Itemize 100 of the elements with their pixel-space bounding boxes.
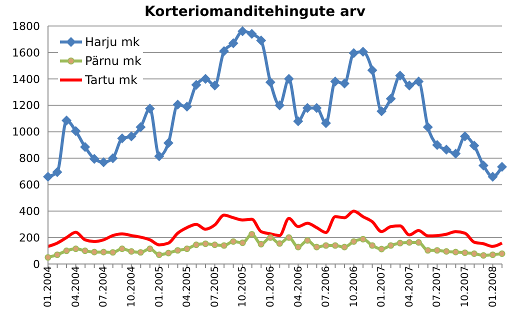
point [126,131,136,142]
point [184,245,190,252]
x-tick-label: 10.2004 [126,266,138,308]
point [376,106,387,116]
point [320,118,331,128]
point [443,248,450,255]
x-tick-label: 07.2005 [210,266,221,308]
y-tick-label: 1800 [12,20,40,33]
chart-title: Korteriomanditehingute arv [144,4,366,20]
point [480,252,487,259]
point [432,140,442,150]
point [368,242,376,249]
point [488,172,498,182]
x-tick-label: 01.2007 [376,266,388,308]
point [339,78,350,89]
point [200,74,211,84]
y-tick-label: 600 [19,178,40,192]
x-tick-label: 04.2005 [182,266,194,308]
point [192,242,200,248]
legend-label: Tartu mk [85,72,138,86]
point [108,153,118,164]
point [146,245,154,252]
point [54,251,61,258]
point [202,240,209,248]
point [478,160,488,170]
point [489,251,496,258]
point [89,154,100,164]
point [267,234,274,241]
x-tick-label: 10.2006 [348,266,360,308]
point [358,46,368,57]
point [498,250,506,257]
point [469,140,480,151]
point [165,250,172,256]
x-tick-label: 01.2005 [154,266,166,308]
point [228,38,238,48]
point [460,131,470,142]
point [424,247,432,254]
point [80,142,90,152]
point [341,244,348,250]
point [450,148,461,159]
point [422,122,433,132]
point [248,230,256,238]
x-tick-label: 10.2005 [238,266,249,308]
point [395,70,406,81]
y-tick-label: 1000 [12,126,40,139]
point [156,251,162,258]
point [284,74,294,84]
x-tick-label: 07.2006 [321,266,332,308]
point [220,242,228,249]
x-tick-label: 01.2006 [265,266,276,308]
point [191,80,202,90]
point [348,48,359,58]
point [154,151,164,162]
point [367,65,378,76]
point [72,245,80,252]
x-tick-label: 04.2007 [404,266,416,308]
point [258,240,264,248]
point [91,248,98,256]
point [304,237,311,244]
point [378,246,385,252]
point [360,236,366,242]
point [332,242,339,249]
point [137,249,144,256]
point [246,28,257,39]
point [302,102,312,113]
point [52,167,62,178]
point [172,100,183,110]
point [128,248,135,255]
point [350,238,358,245]
x-tick-label: 04.2006 [293,266,304,308]
point [452,248,459,256]
point [386,94,396,104]
x-tick-label: 10.2007 [460,266,472,308]
y-tick-label: 400 [19,205,40,218]
point [136,122,146,132]
point [441,144,452,155]
point [238,26,248,36]
point [62,116,72,126]
point [144,104,155,114]
point [230,238,237,245]
point [322,242,330,249]
y-tick-label: 1200 [12,99,40,112]
point [312,102,322,113]
point [414,76,424,87]
point [470,250,478,257]
point [462,249,468,256]
point [44,254,52,261]
point [100,248,107,256]
line-series [46,210,504,248]
point [434,247,440,254]
point [163,138,174,148]
point [43,172,53,182]
y-tick-label: 1400 [12,72,40,86]
point [406,239,413,246]
point [110,249,116,256]
y-tick-label: 1600 [12,46,40,60]
point [396,240,404,246]
point [118,245,126,252]
x-tick-label: 01.2008 [488,266,499,308]
y-tick-label: 200 [19,231,40,244]
